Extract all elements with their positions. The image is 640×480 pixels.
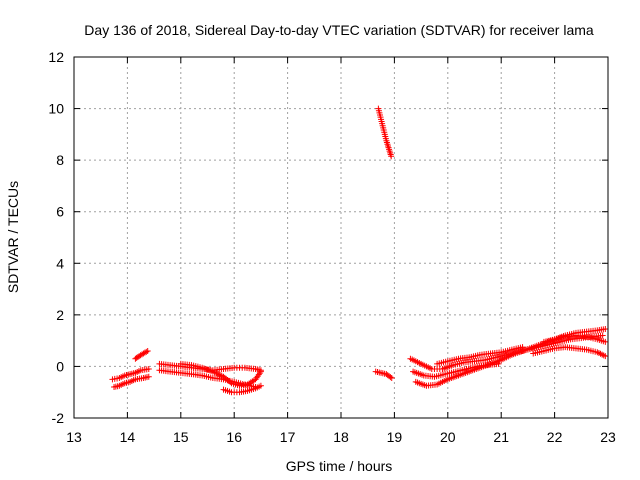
data-point (602, 326, 609, 333)
series-arc-3 (372, 368, 395, 382)
series-arc-5c (410, 360, 502, 380)
y-tick-label: 6 (56, 204, 64, 220)
data-points (109, 105, 609, 396)
x-tick-label: 17 (280, 429, 296, 445)
series-arc-5f (540, 332, 609, 345)
x-tick-label: 22 (547, 429, 563, 445)
x-axis-label: GPS time / hours (286, 458, 393, 474)
data-point (227, 379, 234, 386)
x-tick-label: 20 (440, 429, 456, 445)
data-point (495, 360, 502, 367)
x-tick-label: 14 (120, 429, 136, 445)
series-arc-1a (109, 366, 152, 383)
series-arc-1c (132, 347, 151, 362)
x-tick-label: 15 (173, 429, 189, 445)
y-tick-label: 10 (48, 101, 64, 117)
y-tick-label: 8 (56, 152, 64, 168)
series-arc-5e (530, 344, 609, 360)
data-point (257, 368, 264, 375)
series-arc-4 (375, 105, 395, 160)
y-tick-label: 12 (48, 49, 64, 65)
y-tick-label: 2 (56, 307, 64, 323)
data-point (602, 338, 609, 345)
plot-frame (73, 56, 609, 419)
data-point (602, 353, 609, 360)
data-point (144, 347, 151, 354)
x-tick-label: 21 (493, 429, 509, 445)
data-point (143, 348, 150, 355)
y-axis-label: SDTVAR / TECUs (5, 181, 21, 293)
data-point (519, 344, 526, 351)
data-point (145, 373, 152, 380)
x-tick-label: 16 (226, 429, 242, 445)
data-point (387, 374, 394, 381)
y-tick-label: 4 (56, 255, 64, 271)
series-arc-2d (220, 382, 264, 396)
data-point (257, 382, 264, 389)
grid (74, 57, 608, 418)
axis-ticks: 13 14 15 16 17 18 19 20 21 22 23 -2 0 2 4 6 8 10 12 (48, 49, 616, 445)
series-arc-2c (177, 360, 264, 389)
x-tick-label: 18 (333, 429, 349, 445)
series-arc-5d (434, 344, 526, 367)
y-tick-label: -2 (52, 410, 65, 426)
data-point (599, 332, 606, 339)
data-point (388, 153, 395, 160)
x-tick-label: 19 (387, 429, 403, 445)
data-point (388, 375, 395, 382)
series-arc-1b (111, 373, 152, 391)
x-tick-label: 23 (600, 429, 616, 445)
chart-title: Day 136 of 2018, Sidereal Day-to-day VTE… (84, 22, 594, 38)
x-tick-label: 13 (66, 429, 82, 445)
data-point (145, 366, 152, 373)
y-tick-label: 0 (56, 358, 64, 374)
